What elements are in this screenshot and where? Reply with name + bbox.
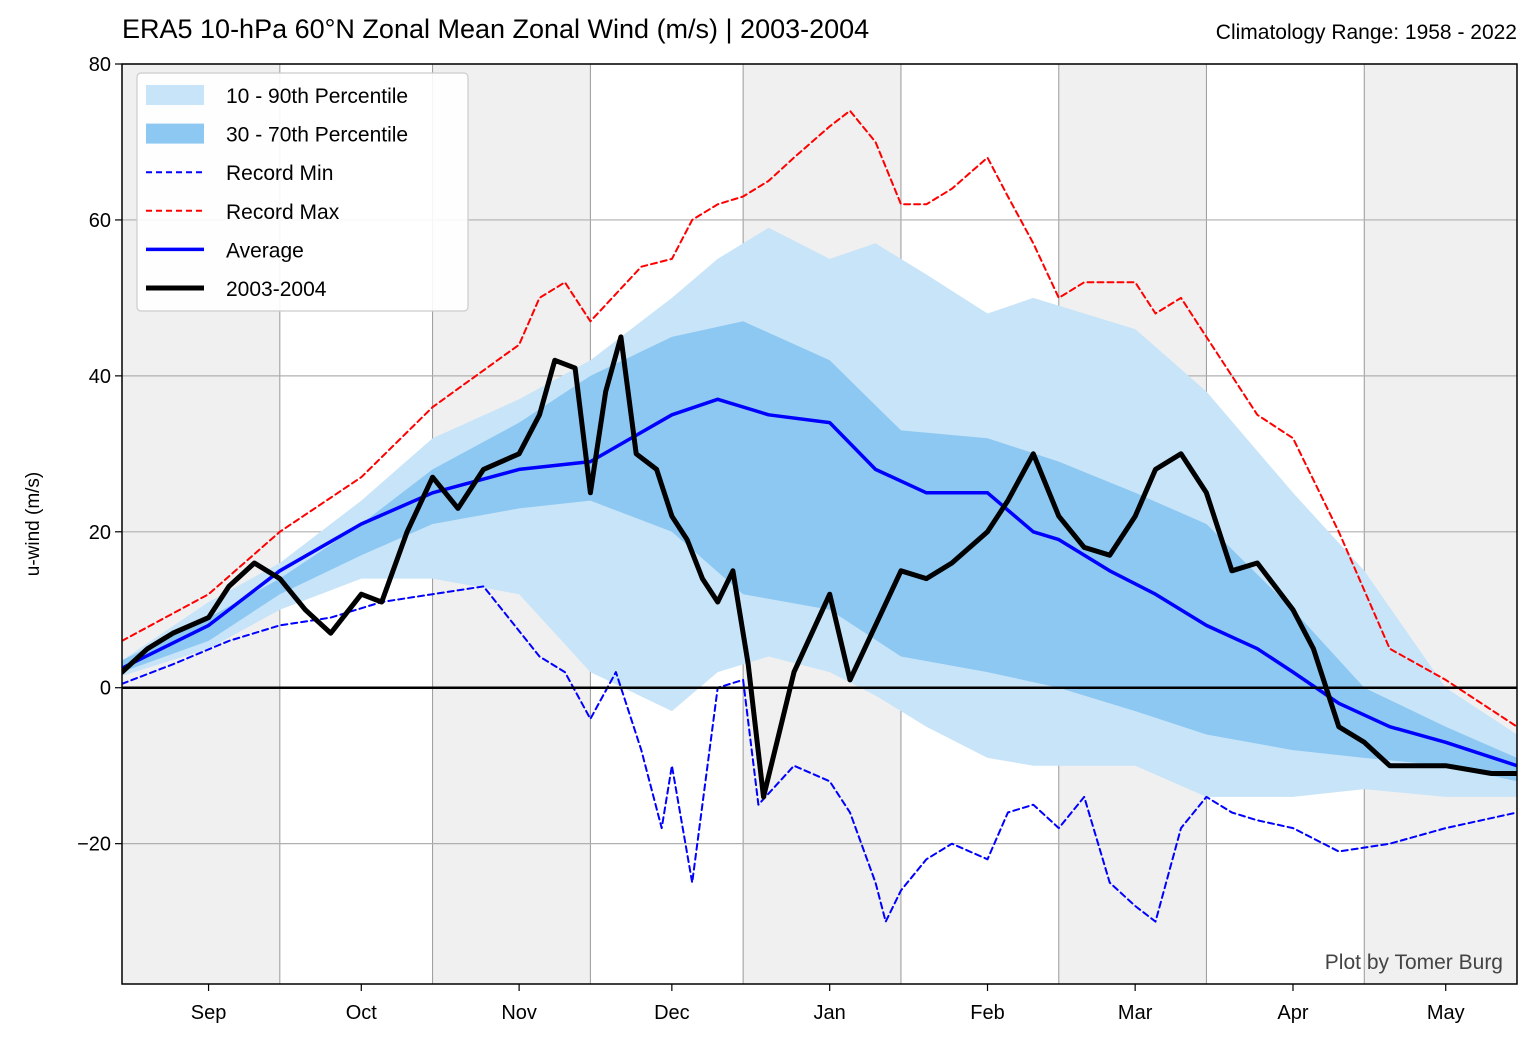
y-axis-label: u-wind (m/s)	[23, 472, 44, 577]
month-shade	[1364, 64, 1517, 984]
legend-label: Record Max	[226, 201, 340, 224]
y-tick-label: 20	[89, 522, 111, 544]
y-tick-label: 80	[89, 54, 111, 76]
x-tick-label: Jan	[814, 1002, 846, 1024]
y-tick-label: 0	[100, 678, 111, 700]
year-2003-2004-line	[122, 334, 1517, 800]
x-tick-label: Mar	[1118, 1002, 1153, 1024]
legend-label: 30 - 70th Percentile	[226, 124, 408, 147]
legend-label: 2003-2004	[226, 278, 327, 301]
y-tick-label: 60	[89, 210, 111, 232]
x-tick-label: Sep	[191, 1002, 227, 1024]
chart-subtitle: Climatology Range: 1958 - 2022	[1215, 21, 1517, 44]
legend-label: Average	[226, 239, 304, 262]
y-tick-label: 40	[89, 366, 111, 388]
band-30-70	[122, 321, 1517, 782]
average-line	[122, 397, 1517, 768]
record-min-line	[122, 585, 1517, 923]
record-max-line	[122, 109, 1517, 728]
legend-box	[136, 72, 469, 312]
y-tick-label: −20	[77, 834, 111, 856]
legend-swatch	[146, 85, 204, 105]
legend-swatch	[146, 123, 204, 144]
chart-title: ERA5 10-hPa 60°N Zonal Mean Zonal Wind (…	[122, 14, 870, 44]
x-tick-label: Oct	[346, 1002, 378, 1024]
x-tick-label: Apr	[1277, 1002, 1308, 1024]
credit-text: Plot by Tomer Burg	[1325, 951, 1503, 974]
x-tick-label: Nov	[501, 1002, 537, 1024]
x-tick-label: Dec	[654, 1002, 690, 1024]
x-tick-label: May	[1427, 1002, 1465, 1024]
x-tick-label: Feb	[970, 1002, 1004, 1024]
plot-frame	[121, 63, 1518, 985]
legend-label: 10 - 90th Percentile	[226, 85, 408, 108]
legend-label: Record Min	[226, 162, 333, 185]
